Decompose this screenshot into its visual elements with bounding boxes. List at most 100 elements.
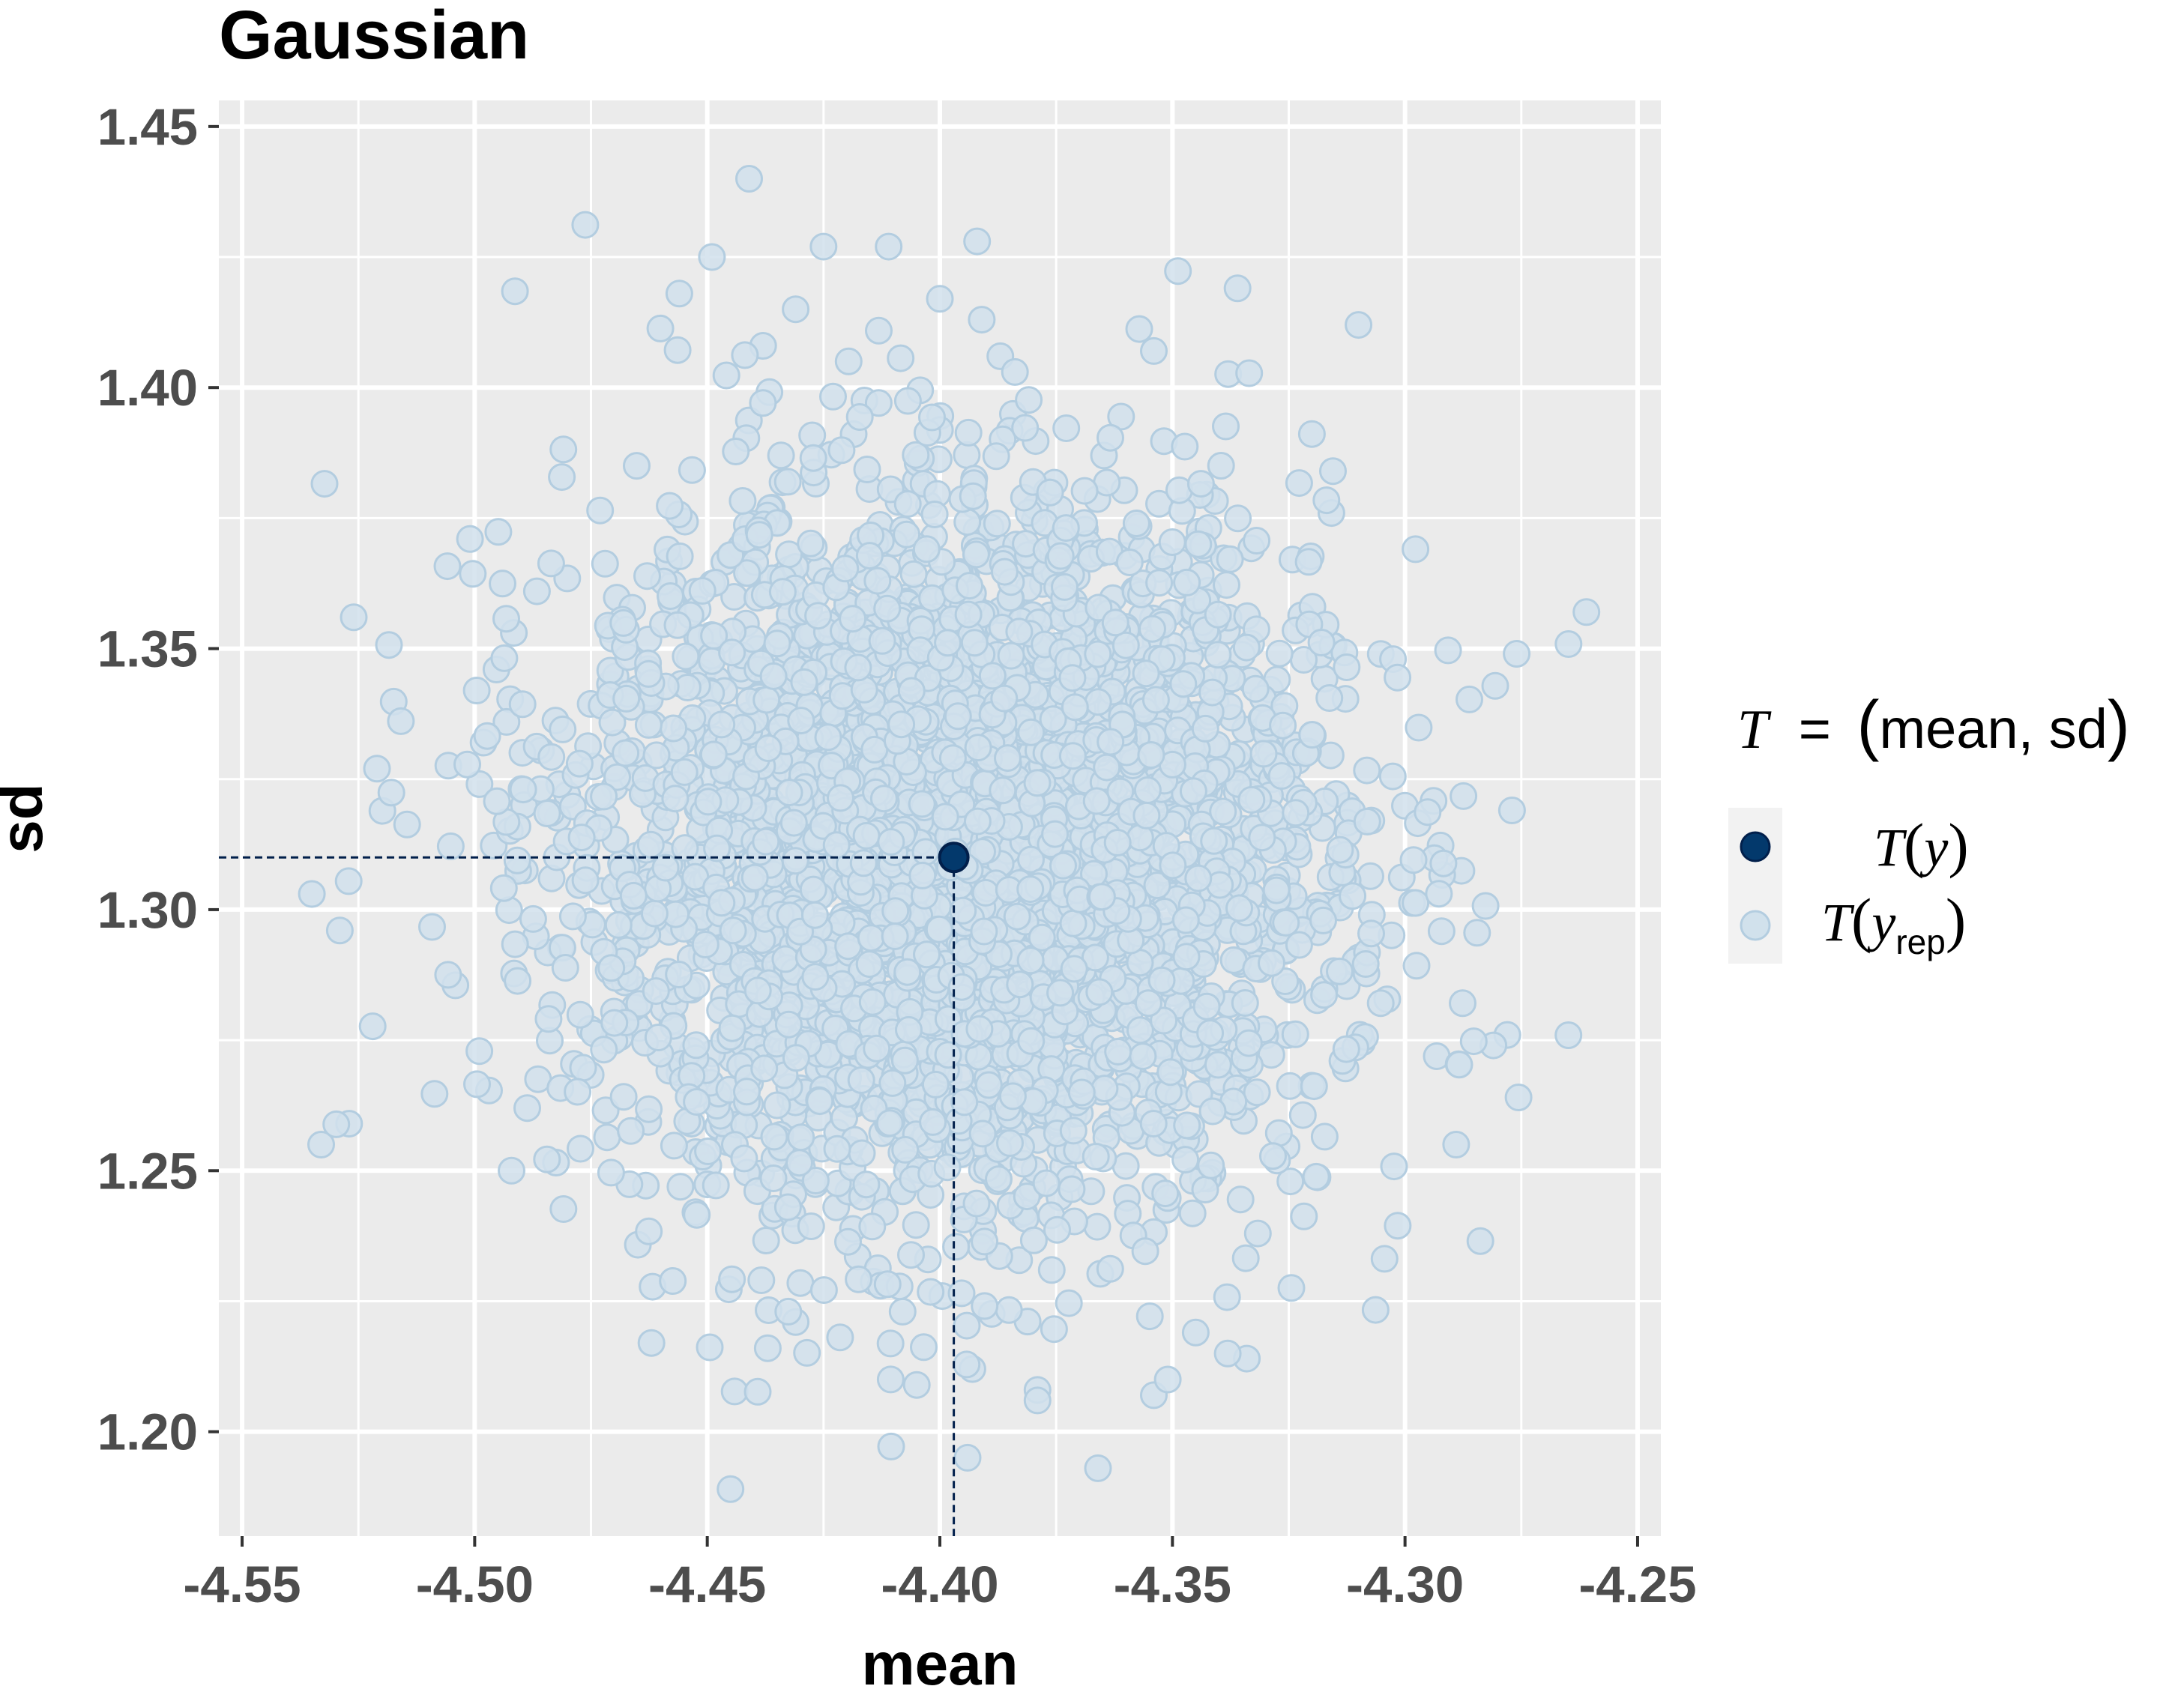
replicated-point [1184, 864, 1213, 892]
replicated-point [1200, 827, 1228, 855]
replicated-point [1055, 1289, 1083, 1317]
replicated-point [1104, 1037, 1132, 1066]
replicated-point [1241, 674, 1270, 703]
replicated-point [855, 542, 884, 570]
replicated-point [1213, 1339, 1242, 1368]
replicated-point [971, 1292, 999, 1320]
replicated-point [1138, 614, 1166, 643]
replicated-point [1380, 1152, 1408, 1181]
y-tick-label: 1.45 [97, 98, 198, 156]
legend: T = (mean, sd) T(y) T(yrep) [1728, 688, 2130, 964]
replicated-point [965, 1015, 994, 1043]
replicated-point [743, 1377, 772, 1406]
replicated-point [1046, 979, 1075, 1007]
replicated-point [1145, 569, 1174, 597]
replicated-point [504, 967, 532, 995]
replicated-point [1300, 1072, 1328, 1101]
replicated-point [990, 558, 1019, 586]
replicated-point [897, 677, 926, 705]
replicated-point [1103, 829, 1132, 856]
replicated-point [1414, 798, 1442, 827]
replicated-point [1039, 705, 1067, 734]
replicated-point [1290, 1202, 1318, 1230]
replicated-point [831, 555, 860, 583]
replicated-point [1258, 949, 1285, 977]
replicated-point [591, 549, 619, 578]
replicated-point [1554, 630, 1583, 658]
replicated-point [970, 917, 998, 946]
legend-label-observed-open-paren: ( [1904, 811, 1924, 879]
replicated-point [1333, 653, 1361, 681]
replicated-point [1249, 740, 1278, 768]
replicated-point [773, 468, 802, 496]
replicated-point [868, 626, 896, 655]
replicated-point [782, 1044, 810, 1072]
replicated-point [763, 629, 791, 658]
replicated-point [1040, 1315, 1068, 1344]
replicated-point [1134, 989, 1162, 1018]
replicated-point [1184, 530, 1213, 558]
replicated-point [1269, 711, 1297, 740]
replicated-point [1091, 1075, 1119, 1103]
replicated-point [1213, 1283, 1241, 1311]
replicated-point [822, 831, 851, 859]
replicated-point [1051, 572, 1079, 601]
replicated-point [1223, 274, 1252, 303]
replicated-point [876, 1365, 905, 1394]
replicated-point [1115, 549, 1144, 576]
replicated-point [1434, 636, 1462, 665]
replicated-point [1122, 510, 1150, 537]
replicated-point [1204, 600, 1232, 629]
replicated-point [779, 809, 808, 837]
replicated-point [1198, 678, 1226, 707]
replicated-point [465, 1037, 494, 1066]
replicated-point [1084, 640, 1112, 668]
replicated-point [1015, 386, 1043, 414]
replicated-point [1231, 1244, 1260, 1272]
replicated-point [938, 744, 967, 773]
replicated-point [968, 306, 996, 334]
replicated-point [740, 863, 769, 892]
replicated-point [558, 902, 587, 931]
replicated-point [483, 787, 511, 815]
replicated-point [878, 1069, 907, 1097]
replicated-point [703, 834, 731, 862]
replicated-point [702, 1171, 730, 1200]
replicated-point [1147, 966, 1176, 994]
replicated-point [801, 963, 830, 991]
replicated-point [733, 1078, 761, 1106]
chart-title: Gaussian [219, 0, 529, 73]
replicated-point [1085, 978, 1114, 1006]
replicated-point [489, 569, 516, 598]
legend-title-equals: = [1799, 698, 1831, 760]
replicated-point [902, 1371, 931, 1399]
replicated-point [1093, 753, 1121, 782]
y-tick-label: 1.35 [97, 620, 198, 678]
legend-label-replicated: T(yrep) [1821, 886, 1966, 961]
replicated-point [1248, 824, 1276, 852]
replicated-point [790, 668, 818, 696]
y-axis-title: sd [0, 783, 55, 853]
replicated-point [1132, 659, 1160, 688]
replicated-point [433, 552, 462, 581]
replicated-point [1353, 807, 1381, 836]
replicated-point [1101, 608, 1129, 637]
replicated-point [1032, 1169, 1061, 1197]
replicated-point [786, 1269, 815, 1297]
replicated-point [860, 735, 889, 764]
replicated-point [893, 490, 922, 518]
replicated-point [1001, 357, 1029, 386]
replicated-point [619, 881, 648, 910]
replicated-point [1265, 639, 1294, 668]
replicated-point [990, 684, 1019, 713]
replicated-point [797, 529, 825, 558]
replicated-point [1171, 432, 1199, 461]
replicated-point [501, 930, 529, 958]
replicated-point [918, 403, 946, 432]
replicated-point [1456, 685, 1483, 713]
replicated-point [1192, 992, 1221, 1021]
replicated-point [1159, 851, 1187, 880]
observed-point [938, 842, 970, 874]
replicated-point [1429, 849, 1458, 877]
